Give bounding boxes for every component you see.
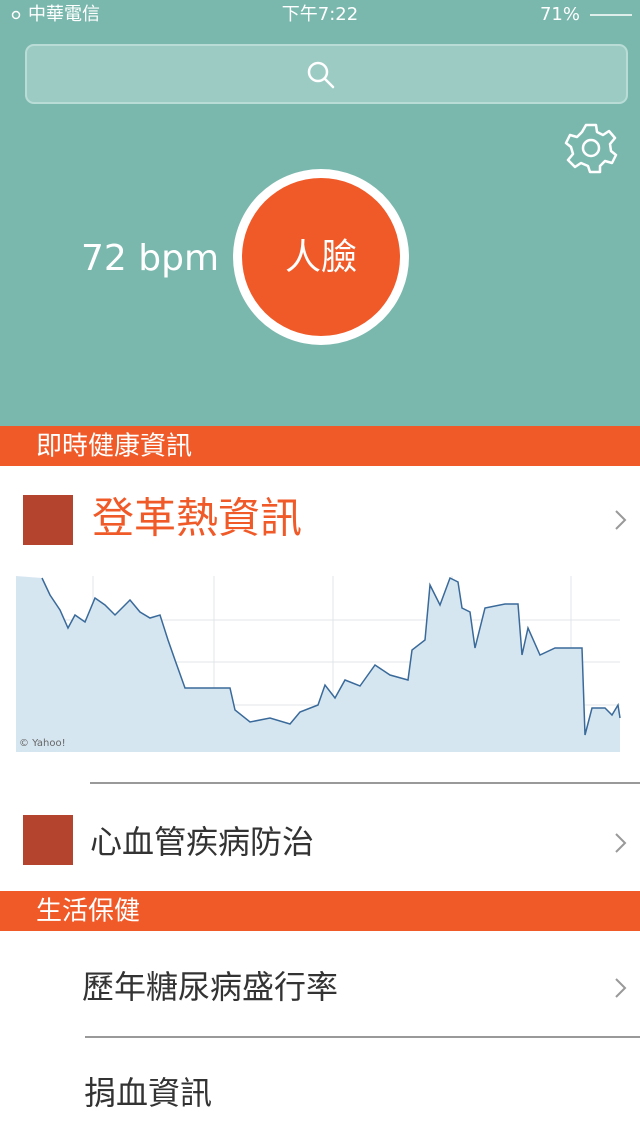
face-button-label[interactable]: 人臉 <box>285 237 357 278</box>
gear-icon <box>564 123 618 174</box>
list-row[interactable]: 捐血資訊 <box>84 1074 212 1112</box>
signal-icon <box>11 10 21 20</box>
item-icon <box>23 815 73 865</box>
item-icon <box>23 495 73 545</box>
section-header <box>0 426 640 466</box>
face-button[interactable]: 人臉 <box>233 169 409 345</box>
chart-area <box>16 576 620 752</box>
face-button-fill[interactable] <box>242 178 400 336</box>
gear-hole <box>581 138 601 158</box>
search-icon-handle <box>323 77 335 89</box>
settings-button[interactable] <box>564 123 618 174</box>
chevron <box>615 833 627 853</box>
battery-level: 71% <box>540 4 580 25</box>
list-row[interactable]: 登革熱資訊 <box>23 494 627 546</box>
list-row[interactable]: 心血管疾病防治 <box>23 815 627 865</box>
item-title[interactable]: 登革熱資訊 <box>92 494 302 543</box>
chart-line <box>41 576 621 736</box>
search-bar[interactable] <box>25 44 628 104</box>
list-row[interactable]: 歷年糖尿病盛行率 <box>82 968 627 1006</box>
section-title: 生活保健 <box>36 897 140 927</box>
clock: 下午7:22 <box>282 4 358 25</box>
item-title[interactable]: 心血管疾病防治 <box>90 823 314 861</box>
section-header <box>0 891 640 931</box>
carrier: 中華電信 <box>28 4 100 25</box>
item-title[interactable]: 捐血資訊 <box>84 1074 212 1112</box>
chevron <box>615 510 627 530</box>
trend-image: © Yahoo! <box>16 576 621 752</box>
search-icon <box>307 61 329 83</box>
section-title: 即時健康資訊 <box>36 432 192 462</box>
chevron <box>615 978 627 998</box>
heart-rate: 72 bpm <box>81 238 219 279</box>
item-title[interactable]: 歷年糖尿病盛行率 <box>82 968 338 1006</box>
chart-credit: © Yahoo! <box>19 738 66 749</box>
